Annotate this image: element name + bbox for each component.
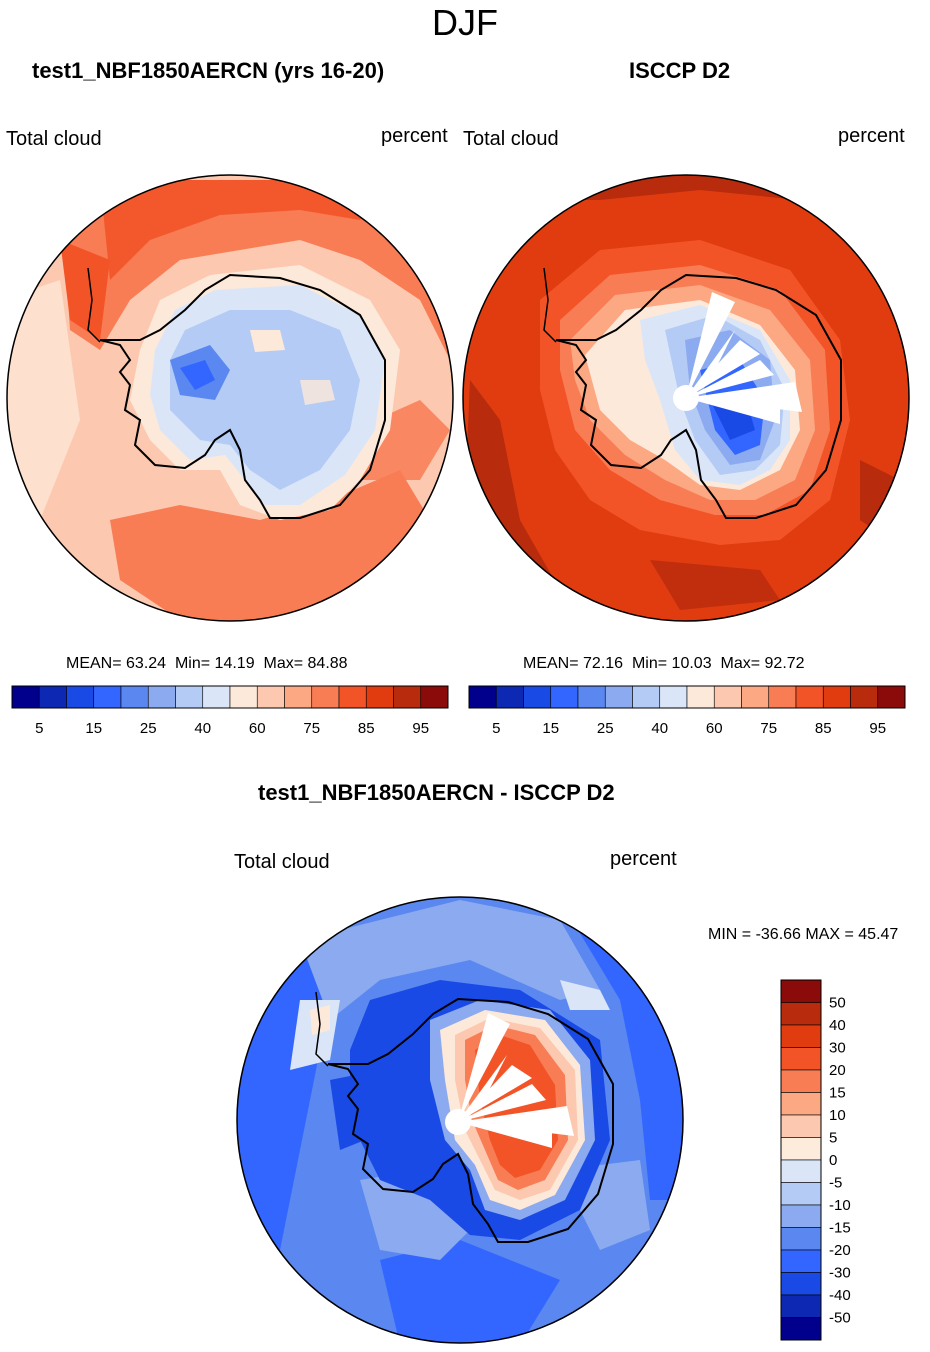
panel1-colorbar-tick-label: 15 bbox=[85, 720, 102, 737]
panel3-right-label: percent bbox=[610, 848, 677, 870]
panel1-colorbar-tick-label: 95 bbox=[412, 720, 429, 737]
panel3-minmax: MIN = -36.66 MAX = 45.47 bbox=[708, 926, 899, 943]
panel1-colorbar-tick-label: 85 bbox=[358, 720, 375, 737]
panel3-colorbar-swatch bbox=[780, 1249, 822, 1273]
panel2-mean-label: MEAN= bbox=[523, 655, 579, 672]
panel3-coastline bbox=[327, 997, 614, 1243]
panel2-colorbar-tick-label: 85 bbox=[815, 720, 832, 737]
panel1-colorbar-tick-label: 40 bbox=[194, 720, 211, 737]
panel3-colorbar-swatch bbox=[780, 979, 822, 1003]
panel1-colorbar-tick-label: 60 bbox=[249, 720, 266, 737]
panel3-colorbar-swatch bbox=[780, 1159, 822, 1183]
panel3-colorbar-tick-label: 15 bbox=[829, 1085, 846, 1102]
panel1-mean-label: MEAN= bbox=[66, 655, 122, 672]
panel3-colorbar-swatch bbox=[780, 1317, 822, 1341]
panel3-colorbar-tick-label: -5 bbox=[829, 1175, 842, 1192]
panel3-colorbar-swatch bbox=[780, 1114, 822, 1138]
panel3-colorbar-tick-label: 10 bbox=[829, 1107, 846, 1124]
panel3-colorbar-swatch bbox=[780, 1047, 822, 1071]
panel2-missing-data bbox=[673, 292, 802, 424]
panel1-right-label: percent bbox=[381, 125, 448, 147]
panel2-min-label: Min= bbox=[631, 655, 668, 672]
panel3-colorbar-tick-label: -20 bbox=[829, 1242, 851, 1259]
panel1-max-label: Max= bbox=[263, 655, 304, 672]
panel3-map-border bbox=[236, 896, 684, 1344]
panel1-coastline bbox=[99, 273, 386, 519]
panel2-stats: MEAN= 72.16 Min= 10.03 Max= 92.72 bbox=[523, 655, 805, 673]
panel3-colorbar-tick-label: 20 bbox=[829, 1062, 846, 1079]
panel1-min-value: 14.19 bbox=[214, 655, 255, 672]
panel1-colorbar: 5 15 25 40 60 75 85 95 bbox=[11, 685, 449, 737]
panel1-colorbar-frame bbox=[11, 685, 449, 709]
panel2-contour-field bbox=[463, 175, 909, 621]
panel2-colorbar-tick-label: 60 bbox=[706, 720, 723, 737]
panel3-colorbar-tick-label: 5 bbox=[829, 1130, 837, 1147]
panel1-mean-value: 63.24 bbox=[126, 655, 167, 672]
panel3-left-label: Total cloud bbox=[234, 851, 330, 873]
panel1-max-value: 84.88 bbox=[307, 655, 348, 672]
panel1-min-label: Min= bbox=[174, 655, 211, 672]
panel3-colorbar-tick-label: -40 bbox=[829, 1287, 851, 1304]
panel3-colorbar-swatch bbox=[780, 1137, 822, 1161]
panel2-colorbar-tick-label: 5 bbox=[492, 720, 500, 737]
panel3-colorbar-swatch bbox=[780, 1092, 822, 1116]
panel2-coastline bbox=[555, 273, 842, 519]
panel2-mean-value: 72.16 bbox=[583, 655, 624, 672]
panel1-stats: MEAN= 63.24 Min= 14.19 Max= 84.88 bbox=[66, 655, 348, 673]
panel2-title: ISCCP D2 bbox=[629, 58, 731, 83]
panel3-colorbar-swatch bbox=[780, 1002, 822, 1026]
panel2-min-value: 10.03 bbox=[671, 655, 712, 672]
panel2-right-label: percent bbox=[838, 125, 905, 147]
panel2-colorbar: 5 15 25 40 60 75 85 95 bbox=[468, 685, 906, 737]
panel3-colorbar-tick-label: -30 bbox=[829, 1265, 851, 1282]
panel1-left-label: Total cloud bbox=[6, 128, 102, 150]
panel3-missing-data bbox=[445, 1013, 574, 1148]
panel2-map-border bbox=[462, 174, 910, 622]
panel2-max-label: Max= bbox=[720, 655, 761, 672]
panel3-colorbar-tick-label: 50 bbox=[829, 995, 846, 1012]
panel3-colorbar-tick-label: -10 bbox=[829, 1197, 851, 1214]
panel2-colorbar-tick-label: 95 bbox=[869, 720, 886, 737]
panel3-title: test1_NBF1850AERCN - ISCCP D2 bbox=[258, 780, 615, 805]
panel2-colorbar-tick-label: 75 bbox=[760, 720, 777, 737]
panel3-colorbar-swatch bbox=[780, 1069, 822, 1093]
panel3-colorbar-tick-label: -15 bbox=[829, 1220, 851, 1237]
panel2-colorbar-tick-label: 25 bbox=[597, 720, 614, 737]
panel3-contour-field bbox=[237, 897, 683, 1343]
panel3-colorbar-tick-label: 0 bbox=[829, 1152, 837, 1169]
panel1-title: test1_NBF1850AERCN (yrs 16-20) bbox=[32, 58, 385, 83]
panel3-colorbar-frame bbox=[780, 979, 822, 1341]
panel2-colorbar-tick-label: 15 bbox=[542, 720, 559, 737]
panel1-colorbar-tick-label: 5 bbox=[35, 720, 43, 737]
panel2-left-label: Total cloud bbox=[463, 128, 559, 150]
panel3-colorbar-tick-label: -50 bbox=[829, 1310, 851, 1327]
panel3-colorbar-swatch bbox=[780, 1182, 822, 1206]
figure-title: DJF bbox=[432, 2, 498, 43]
panel2-colorbar-frame bbox=[468, 685, 906, 709]
panel1-map-border bbox=[6, 174, 454, 622]
panel3-colorbar-swatch bbox=[780, 1204, 822, 1228]
panel2-colorbar-tick-label: 40 bbox=[651, 720, 668, 737]
panel1-colorbar-tick-label: 25 bbox=[140, 720, 157, 737]
panel3-colorbar-swatch bbox=[780, 1294, 822, 1318]
panel3-colorbar-swatch bbox=[780, 1024, 822, 1048]
panel3-colorbar-swatch bbox=[780, 1227, 822, 1251]
panel1-colorbar-tick-label: 75 bbox=[303, 720, 320, 737]
panel3-colorbar-tick-label: 40 bbox=[829, 1017, 846, 1034]
panel3-colorbar-swatch bbox=[780, 1272, 822, 1296]
panel3-colorbar-tick-label: 30 bbox=[829, 1040, 846, 1057]
panel2-max-value: 92.72 bbox=[764, 655, 805, 672]
